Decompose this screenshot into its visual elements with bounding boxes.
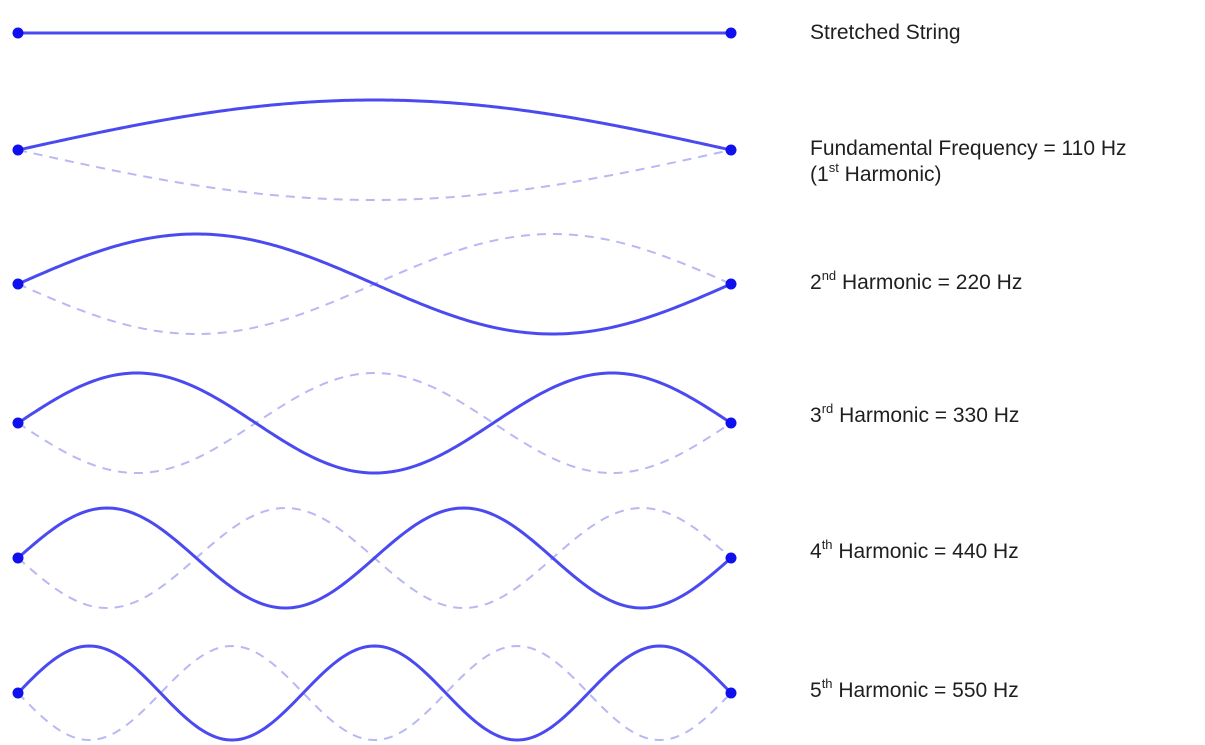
left-end-node bbox=[12, 417, 24, 429]
left-end-node bbox=[12, 144, 24, 156]
right-end-node bbox=[725, 278, 737, 290]
harmonic-3-dashed-wave bbox=[17, 371, 732, 475]
string-row-5 bbox=[12, 644, 737, 742]
right-end-node bbox=[725, 27, 737, 39]
right-end-node bbox=[725, 687, 737, 699]
string-row-3 bbox=[12, 371, 737, 475]
right-end-node bbox=[725, 417, 737, 429]
left-end-node bbox=[12, 278, 24, 290]
label-stretched-string: Stretched String bbox=[810, 21, 961, 44]
harmonic-5-solid-wave bbox=[16, 644, 733, 742]
label-2nd-harmonic: 2nd Harmonic = 220 Hz bbox=[810, 268, 1023, 294]
left-end-node bbox=[12, 27, 24, 39]
label-fundamental: Fundamental Frequency = 110 Hz (1st Harm… bbox=[810, 137, 1127, 187]
harmonic-4-solid-wave bbox=[17, 506, 732, 610]
string-row-4 bbox=[12, 506, 737, 610]
string-row-0 bbox=[12, 27, 737, 39]
harmonic-2-solid-wave bbox=[17, 232, 732, 336]
label-5th-harmonic: 5th Harmonic = 550 Hz bbox=[810, 676, 1019, 702]
right-end-node bbox=[725, 144, 737, 156]
harmonic-1-dashed-wave bbox=[17, 149, 732, 201]
string-row-2 bbox=[12, 232, 737, 336]
left-end-node bbox=[12, 687, 24, 699]
string-row-1 bbox=[12, 98, 737, 201]
harmonic-3-solid-wave bbox=[17, 371, 732, 475]
label-4th-harmonic: 4th Harmonic = 440 Hz bbox=[810, 537, 1019, 563]
harmonic-1-solid-wave bbox=[17, 98, 732, 152]
right-end-node bbox=[725, 552, 737, 564]
left-end-node bbox=[12, 552, 24, 564]
harmonic-5-dashed-wave bbox=[17, 644, 732, 742]
label-3rd-harmonic: 3rd Harmonic = 330 Hz bbox=[810, 401, 1020, 427]
